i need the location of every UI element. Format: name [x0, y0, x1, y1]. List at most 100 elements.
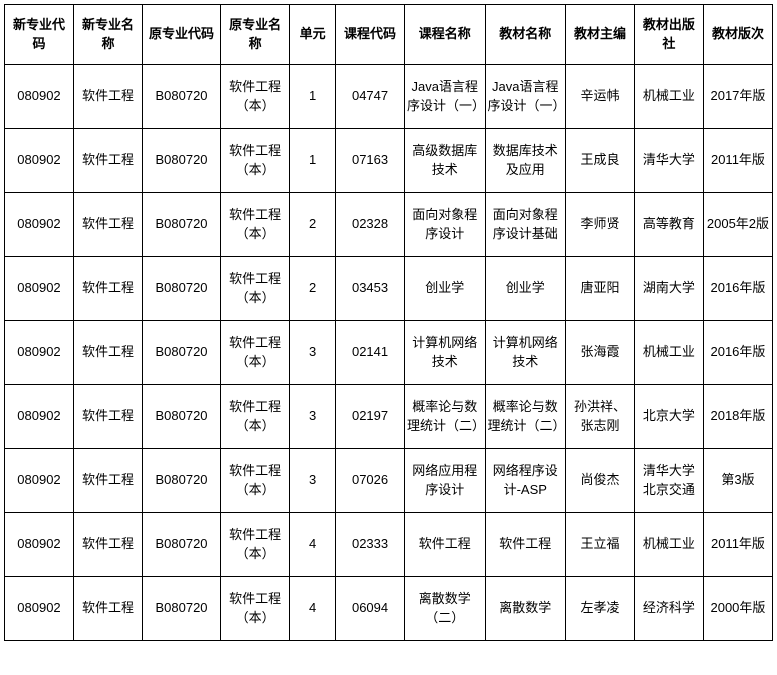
table-cell: 机械工业	[634, 65, 703, 129]
table-cell: 概率论与数理统计（二）	[405, 385, 485, 449]
table-cell: 080902	[5, 321, 74, 385]
table-row: 080902软件工程B080720软件工程（本）406094离散数学（二）离散数…	[5, 577, 773, 641]
table-row: 080902软件工程B080720软件工程（本）302141计算机网络技术计算机…	[5, 321, 773, 385]
table-cell: 软件工程	[73, 449, 142, 513]
table-cell: 2	[290, 193, 336, 257]
table-cell: B080720	[142, 193, 220, 257]
table-cell: 网络应用程序设计	[405, 449, 485, 513]
table-cell: 软件工程（本）	[221, 321, 290, 385]
table-cell: 软件工程（本）	[221, 577, 290, 641]
table-cell: 2016年版	[703, 257, 772, 321]
header-row: 新专业代码 新专业名称 原专业代码 原专业名称 单元 课程代码 课程名称 教材名…	[5, 5, 773, 65]
table-cell: 机械工业	[634, 513, 703, 577]
table-cell: 1	[290, 65, 336, 129]
table-cell: 清华大学北京交通	[634, 449, 703, 513]
table-cell: 软件工程	[73, 513, 142, 577]
table-cell: 软件工程（本）	[221, 385, 290, 449]
table-cell: Java语言程序设计（一）	[485, 65, 565, 129]
header-textbook-publisher: 教材出版社	[634, 5, 703, 65]
table-cell: 3	[290, 385, 336, 449]
table-cell: 1	[290, 129, 336, 193]
table-cell: 软件工程（本）	[221, 193, 290, 257]
course-textbook-table: 新专业代码 新专业名称 原专业代码 原专业名称 单元 课程代码 课程名称 教材名…	[4, 4, 773, 641]
table-cell: 02333	[336, 513, 405, 577]
table-cell: 软件工程	[73, 65, 142, 129]
header-textbook-editor: 教材主编	[565, 5, 634, 65]
table-cell: 2011年版	[703, 513, 772, 577]
table-cell: 计算机网络技术	[485, 321, 565, 385]
table-cell: 王立福	[565, 513, 634, 577]
table-cell: 概率论与数理统计（二）	[485, 385, 565, 449]
table-cell: B080720	[142, 129, 220, 193]
table-cell: 机械工业	[634, 321, 703, 385]
table-cell: Java语言程序设计（一）	[405, 65, 485, 129]
table-cell: 软件工程	[73, 321, 142, 385]
header-old-major-code: 原专业代码	[142, 5, 220, 65]
table-cell: 王成良	[565, 129, 634, 193]
table-cell: 软件工程	[485, 513, 565, 577]
table-cell: 02141	[336, 321, 405, 385]
table-cell: B080720	[142, 257, 220, 321]
header-unit: 单元	[290, 5, 336, 65]
table-cell: 3	[290, 449, 336, 513]
table-cell: 辛运帏	[565, 65, 634, 129]
table-cell: 2018年版	[703, 385, 772, 449]
table-cell: 080902	[5, 449, 74, 513]
table-cell: 高级数据库技术	[405, 129, 485, 193]
table-cell: 创业学	[405, 257, 485, 321]
table-cell: 离散数学	[485, 577, 565, 641]
table-row: 080902软件工程B080720软件工程（本）307026网络应用程序设计网络…	[5, 449, 773, 513]
table-cell: 2005年2版	[703, 193, 772, 257]
table-cell: 软件工程（本）	[221, 129, 290, 193]
table-cell: 左孝凌	[565, 577, 634, 641]
table-cell: 07026	[336, 449, 405, 513]
table-cell: 4	[290, 513, 336, 577]
header-old-major-name: 原专业名称	[221, 5, 290, 65]
header-new-major-name: 新专业名称	[73, 5, 142, 65]
table-cell: B080720	[142, 449, 220, 513]
table-cell: B080720	[142, 321, 220, 385]
table-cell: 080902	[5, 385, 74, 449]
table-cell: 03453	[336, 257, 405, 321]
table-cell: 软件工程（本）	[221, 449, 290, 513]
table-cell: 软件工程	[73, 385, 142, 449]
table-body: 080902软件工程B080720软件工程（本）104747Java语言程序设计…	[5, 65, 773, 641]
table-cell: 张海霞	[565, 321, 634, 385]
table-cell: B080720	[142, 385, 220, 449]
header-course-code: 课程代码	[336, 5, 405, 65]
table-cell: 080902	[5, 257, 74, 321]
table-cell: 第3版	[703, 449, 772, 513]
table-cell: 计算机网络技术	[405, 321, 485, 385]
table-cell: 080902	[5, 129, 74, 193]
table-cell: 清华大学	[634, 129, 703, 193]
header-textbook-edition: 教材版次	[703, 5, 772, 65]
table-row: 080902软件工程B080720软件工程（本）203453创业学创业学唐亚阳湖…	[5, 257, 773, 321]
table-cell: 080902	[5, 577, 74, 641]
table-cell: 2000年版	[703, 577, 772, 641]
table-cell: B080720	[142, 577, 220, 641]
table-cell: 网络程序设计-ASP	[485, 449, 565, 513]
table-cell: 软件工程（本）	[221, 257, 290, 321]
table-cell: 湖南大学	[634, 257, 703, 321]
table-cell: 尚俊杰	[565, 449, 634, 513]
table-row: 080902软件工程B080720软件工程（本）202328面向对象程序设计面向…	[5, 193, 773, 257]
table-cell: 唐亚阳	[565, 257, 634, 321]
header-textbook-name: 教材名称	[485, 5, 565, 65]
table-cell: 2017年版	[703, 65, 772, 129]
table-cell: 080902	[5, 193, 74, 257]
table-header: 新专业代码 新专业名称 原专业代码 原专业名称 单元 课程代码 课程名称 教材名…	[5, 5, 773, 65]
table-row: 080902软件工程B080720软件工程（本）302197概率论与数理统计（二…	[5, 385, 773, 449]
table-cell: 软件工程	[73, 129, 142, 193]
table-cell: B080720	[142, 513, 220, 577]
table-cell: 02328	[336, 193, 405, 257]
table-cell: 2	[290, 257, 336, 321]
table-cell: B080720	[142, 65, 220, 129]
table-cell: 软件工程	[73, 257, 142, 321]
table-row: 080902软件工程B080720软件工程（本）402333软件工程软件工程王立…	[5, 513, 773, 577]
table-row: 080902软件工程B080720软件工程（本）107163高级数据库技术数据库…	[5, 129, 773, 193]
table-cell: 2011年版	[703, 129, 772, 193]
table-cell: 软件工程（本）	[221, 65, 290, 129]
table-cell: 面向对象程序设计	[405, 193, 485, 257]
table-cell: 李师贤	[565, 193, 634, 257]
table-cell: 04747	[336, 65, 405, 129]
